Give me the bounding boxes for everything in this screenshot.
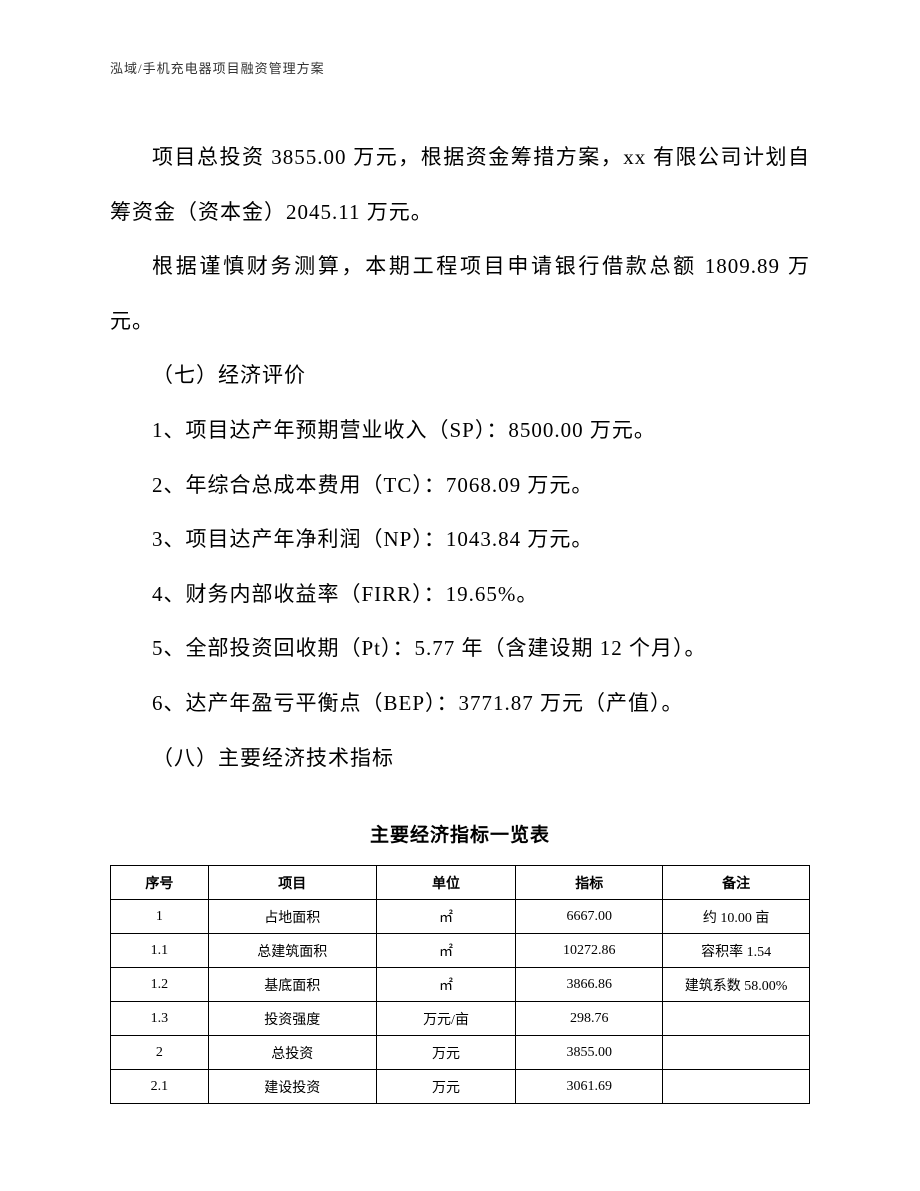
- paragraph-2: 根据谨慎财务测算，本期工程项目申请银行借款总额 1809.89 万元。: [110, 239, 810, 348]
- list-item-4: 4、财务内部收益率（FIRR）：19.65%。: [110, 567, 810, 622]
- table-header-cell: 备注: [663, 866, 810, 900]
- table-title: 主要经济指标一览表: [110, 820, 810, 847]
- page-header: 泓域/手机充电器项目融资管理方案: [110, 58, 325, 77]
- table-cell: 占地面积: [208, 900, 376, 934]
- table-cell: 总建筑面积: [208, 934, 376, 968]
- list-item-5: 5、全部投资回收期（Pt）：5.77 年（含建设期 12 个月）。: [110, 621, 810, 676]
- table-cell: 万元/亩: [376, 1002, 516, 1036]
- table-cell: 3855.00: [516, 1036, 663, 1070]
- list-item-2: 2、年综合总成本费用（TC）：7068.09 万元。: [110, 458, 810, 513]
- table-cell: 1.1: [111, 934, 209, 968]
- table-cell: 容积率 1.54: [663, 934, 810, 968]
- table-cell: [663, 1002, 810, 1036]
- header-text: 泓域/手机充电器项目融资管理方案: [110, 61, 325, 76]
- table-header-cell: 指标: [516, 866, 663, 900]
- table-cell: 3866.86: [516, 968, 663, 1002]
- table-cell: [663, 1070, 810, 1104]
- table-cell: 3061.69: [516, 1070, 663, 1104]
- table-row: 1.1 总建筑面积 ㎡ 10272.86 容积率 1.54: [111, 934, 810, 968]
- table-row: 1 占地面积 ㎡ 6667.00 约 10.00 亩: [111, 900, 810, 934]
- table-cell: ㎡: [376, 900, 516, 934]
- table-cell: 约 10.00 亩: [663, 900, 810, 934]
- table-cell: 总投资: [208, 1036, 376, 1070]
- list-item-3: 3、项目达产年净利润（NP）：1043.84 万元。: [110, 512, 810, 567]
- table-cell: 万元: [376, 1036, 516, 1070]
- table-cell: 1.2: [111, 968, 209, 1002]
- list-item-1: 1、项目达产年预期营业收入（SP）：8500.00 万元。: [110, 403, 810, 458]
- paragraph-1: 项目总投资 3855.00 万元，根据资金筹措方案，xx 有限公司计划自筹资金（…: [110, 130, 810, 239]
- table-cell: 1: [111, 900, 209, 934]
- table-cell: 建设投资: [208, 1070, 376, 1104]
- table-cell: 投资强度: [208, 1002, 376, 1036]
- economic-indicators-table: 序号 项目 单位 指标 备注 1 占地面积 ㎡ 6667.00 约 10.00 …: [110, 865, 810, 1104]
- table-row: 2.1 建设投资 万元 3061.69: [111, 1070, 810, 1104]
- table-cell: 2.1: [111, 1070, 209, 1104]
- table-row: 1.3 投资强度 万元/亩 298.76: [111, 1002, 810, 1036]
- table-cell: 10272.86: [516, 934, 663, 968]
- table-header-cell: 单位: [376, 866, 516, 900]
- table-row: 2 总投资 万元 3855.00: [111, 1036, 810, 1070]
- table-cell: 万元: [376, 1070, 516, 1104]
- table-cell: 1.3: [111, 1002, 209, 1036]
- table-cell: ㎡: [376, 934, 516, 968]
- table-cell: 基底面积: [208, 968, 376, 1002]
- table-cell: 建筑系数 58.00%: [663, 968, 810, 1002]
- section-heading-8: （八）主要经济技术指标: [110, 731, 810, 786]
- table-row: 1.2 基底面积 ㎡ 3866.86 建筑系数 58.00%: [111, 968, 810, 1002]
- table-header-cell: 项目: [208, 866, 376, 900]
- table-cell: 2: [111, 1036, 209, 1070]
- table-cell: 298.76: [516, 1002, 663, 1036]
- table-header-cell: 序号: [111, 866, 209, 900]
- table-cell: ㎡: [376, 968, 516, 1002]
- document-content: 项目总投资 3855.00 万元，根据资金筹措方案，xx 有限公司计划自筹资金（…: [110, 130, 810, 1104]
- table-cell: 6667.00: [516, 900, 663, 934]
- section-heading-7: （七）经济评价: [110, 348, 810, 403]
- table-header-row: 序号 项目 单位 指标 备注: [111, 866, 810, 900]
- table-cell: [663, 1036, 810, 1070]
- list-item-6: 6、达产年盈亏平衡点（BEP）：3771.87 万元（产值）。: [110, 676, 810, 731]
